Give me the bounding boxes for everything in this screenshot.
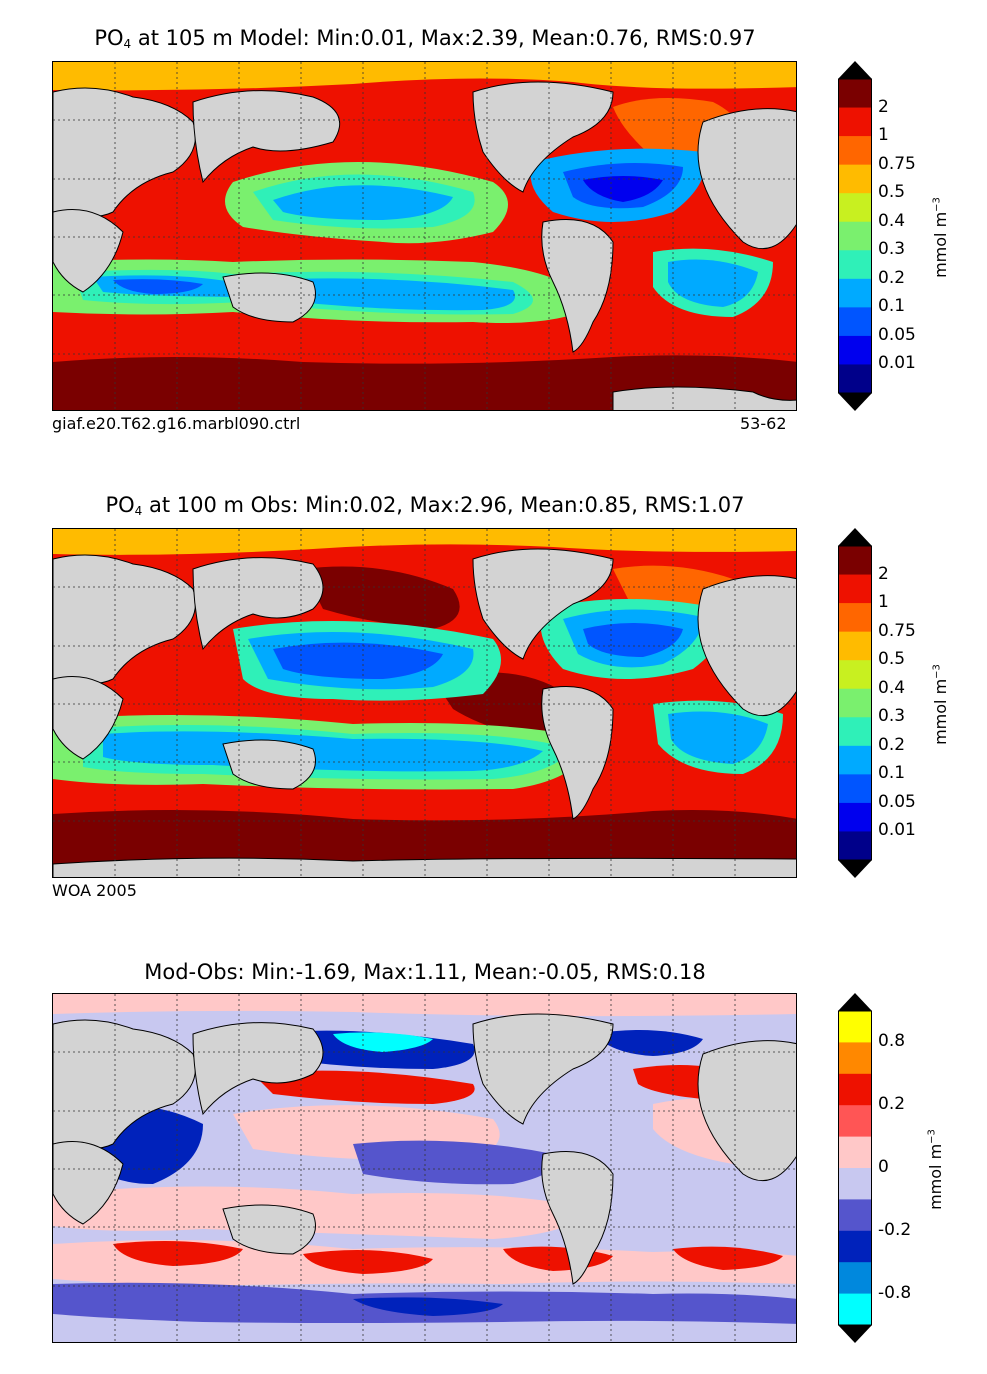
colorbar-tick-label: 0.1 [878,296,906,317]
colorbar-tick-label: 0.1 [878,763,906,784]
colorbar-segment [838,1105,872,1138]
colorbar-tick-label: 0.8 [878,1031,906,1052]
colorbar-segment [838,1262,872,1295]
panel1-caption-right: 53-62 [740,414,787,433]
panel3-title: Mod-Obs: Min:-1.69, Max:1.11, Mean:-0.05… [144,960,706,984]
colorbar-segment [838,1042,872,1075]
colorbar-segment [838,107,872,137]
colorbar-segment [838,221,872,251]
panel3-units: mmol m−3 [925,1129,945,1210]
colorbar-segment [838,278,872,308]
colorbar-arrow-bottom [838,393,872,411]
colorbar-tick-label: 0.05 [878,324,916,345]
colorbar-arrow-bottom [838,860,872,878]
colorbar-tick-label: 0.01 [878,353,916,374]
colorbar-segment [838,1293,872,1326]
colorbar-tick-label: 0.3 [878,706,906,727]
colorbar-tick-label: 0.3 [878,239,906,260]
panel2-caption-left: WOA 2005 [52,881,137,900]
colorbar-segment [838,546,872,576]
colorbar-tick-label: -0.8 [878,1282,912,1303]
colorbar-border [838,1010,872,1326]
panel3-colorbar [838,993,872,1343]
colorbar-segment [838,1168,872,1200]
colorbar-tick-label: 0.2 [878,734,906,755]
colorbar-segment [838,745,872,775]
colorbar-tick-label: 1 [878,125,889,146]
colorbar-arrow-bottom [838,1325,872,1343]
colorbar-segment [838,660,872,690]
colorbar-segment [838,831,872,861]
colorbar-tick-label: 1 [878,592,889,613]
colorbar-tick-label: 0.2 [878,267,906,288]
panel2-map [52,528,797,878]
colorbar-segment [838,250,872,280]
colorbar-segment [838,1230,872,1263]
colorbar-segment [838,136,872,166]
colorbar-segment [838,79,872,109]
colorbar-segment [838,802,872,832]
colorbar-segment [838,574,872,604]
colorbar-tick-label: 0.01 [878,820,916,841]
colorbar-segment [838,1199,872,1232]
colorbar-tick-label: 0.75 [878,153,916,174]
panel1-units: mmol m−3 [930,197,950,278]
colorbar-segment [838,1011,872,1043]
colorbar-segment [838,631,872,661]
colorbar-tick-label: 0.05 [878,791,916,812]
colorbar-segment [838,1136,872,1169]
panel2-units: mmol m−3 [930,664,950,745]
colorbar-segment [838,774,872,804]
colorbar-border [838,78,872,394]
colorbar-arrow-top [838,61,872,79]
colorbar-tick-label: 2 [878,563,889,584]
colorbar-segment [838,717,872,747]
colorbar-segment [838,688,872,718]
colorbar-segment [838,335,872,365]
colorbar-tick-label: 0.4 [878,677,906,698]
panel1-map [52,61,797,411]
colorbar-tick-label: 0 [878,1157,889,1177]
colorbar-tick-label: -0.2 [878,1219,912,1240]
colorbar-tick-label: 0.4 [878,210,906,231]
panel1-title: PO4 at 105 m Model: Min:0.01, Max:2.39, … [94,26,756,51]
colorbar-segment [838,193,872,223]
colorbar-segment [838,364,872,394]
panel2-title: PO4 at 100 m Obs: Min:0.02, Max:2.96, Me… [105,493,745,518]
colorbar-arrow-top [838,528,872,546]
colorbar-segment [838,164,872,194]
colorbar-segment [838,603,872,633]
colorbar-border [838,545,872,861]
colorbar-segment [838,307,872,337]
panel1-caption-left: giaf.e20.T62.g16.marbl090.ctrl [52,414,301,433]
panel3-map [52,993,797,1343]
colorbar-tick-label: 0.5 [878,182,906,203]
colorbar-tick-label: 0.2 [878,1094,906,1115]
colorbar-arrow-top [838,993,872,1011]
colorbar-tick-label: 0.5 [878,649,906,670]
panel1-colorbar [838,61,872,411]
panel2-colorbar [838,528,872,878]
colorbar-tick-label: 0.75 [878,620,916,641]
colorbar-segment [838,1073,872,1106]
colorbar-tick-label: 2 [878,96,889,117]
